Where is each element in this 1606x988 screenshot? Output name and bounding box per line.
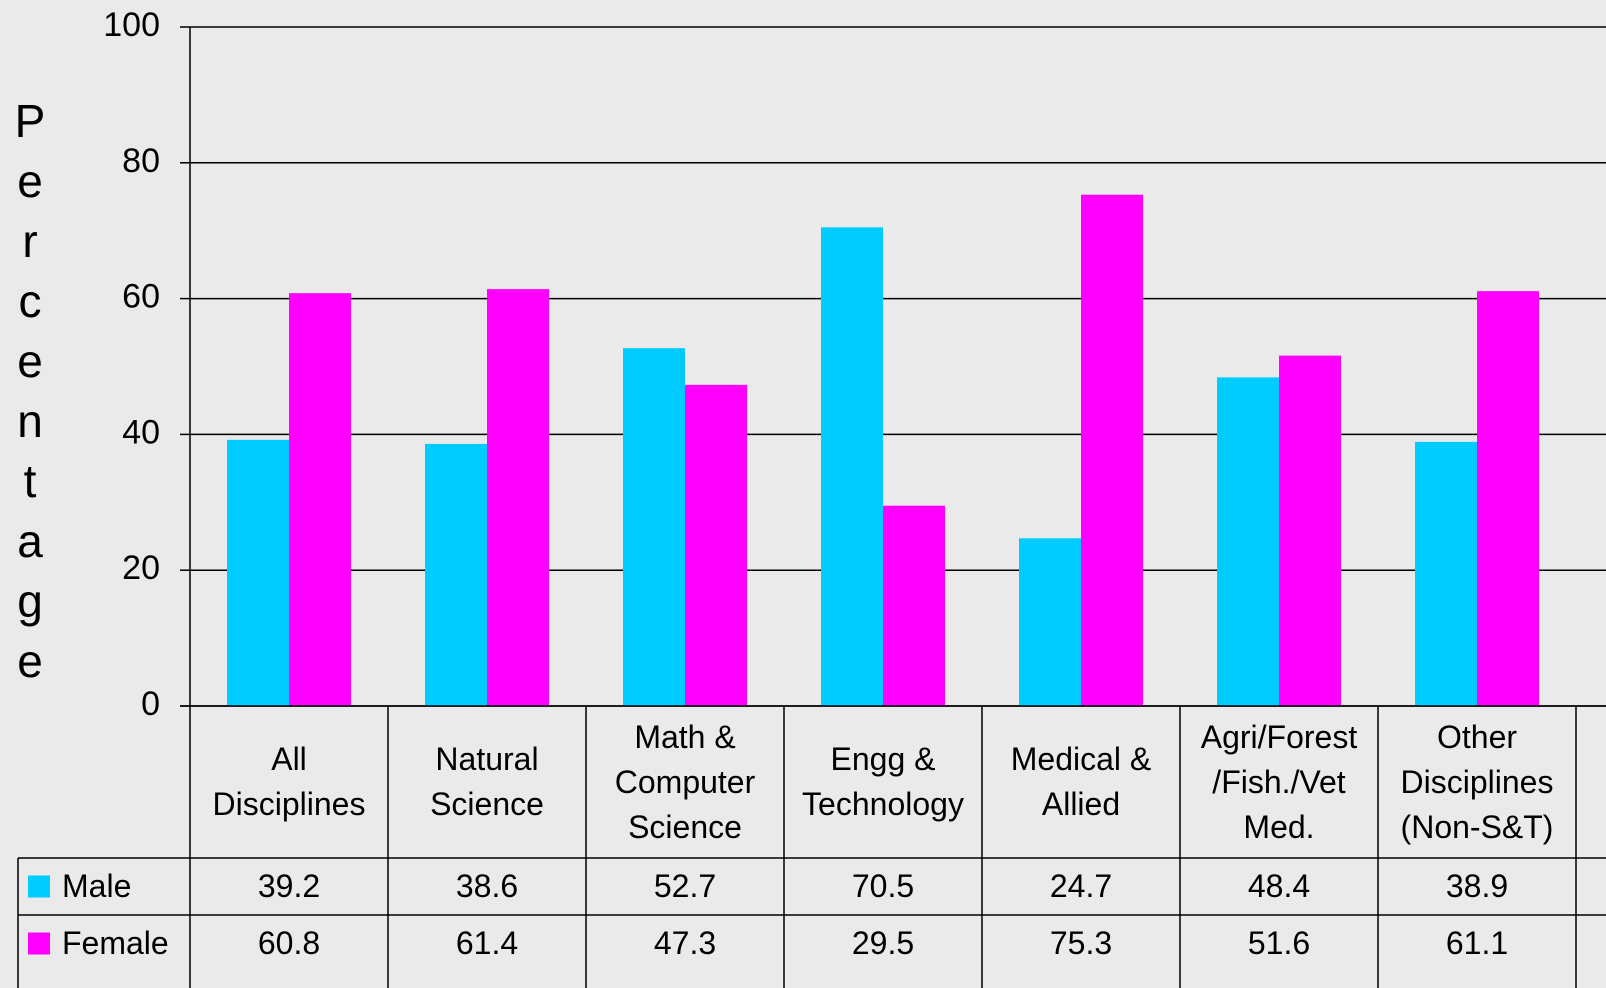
legend-swatch — [28, 932, 50, 955]
table-value: 51.6 — [1248, 925, 1310, 961]
bar — [1217, 377, 1279, 706]
bar — [685, 384, 747, 706]
table-value: 38.6 — [456, 868, 518, 904]
y-tick-label: 100 — [103, 6, 160, 44]
x-category-label: Math & Computer Science — [614, 718, 756, 845]
bar — [623, 348, 685, 706]
bar — [1279, 355, 1341, 706]
bar — [487, 289, 549, 706]
table-value: 52.7 — [654, 868, 716, 904]
y-axis-label: Percentage — [4, 95, 56, 695]
table-value: 75.3 — [1050, 925, 1112, 961]
table-value: 38.9 — [1446, 868, 1508, 904]
table-value: 61.1 — [1446, 925, 1508, 961]
x-category-label: Other Disciplines (Non-S&T) — [1400, 718, 1554, 845]
bar — [1477, 291, 1539, 706]
x-category-label: All Disciplines — [212, 741, 366, 822]
table-value: 60.8 — [258, 925, 320, 961]
x-category-label: Engg & Technology — [802, 741, 964, 822]
y-tick-label: 60 — [122, 278, 160, 316]
y-tick-label: 0 — [141, 685, 160, 723]
table-value: 70.5 — [852, 868, 914, 904]
x-category-label: Natural Science — [430, 741, 544, 822]
y-tick-label: 20 — [122, 549, 160, 587]
table-value: 61.4 — [456, 925, 518, 961]
x-category-label: Medical & Allied — [1010, 741, 1152, 822]
legend-swatch — [28, 875, 50, 898]
bar — [1019, 538, 1081, 706]
x-category-label: Agri/Forest /Fish./Vet Med. — [1200, 718, 1358, 845]
y-tick-label: 40 — [122, 413, 160, 451]
bar — [1415, 441, 1477, 706]
bar — [289, 293, 351, 706]
bar — [227, 439, 289, 706]
table-value: 39.2 — [258, 868, 320, 904]
table-value: 48.4 — [1248, 868, 1310, 904]
legend-label: Female — [62, 925, 169, 961]
bar — [1081, 194, 1143, 706]
y-tick-label: 80 — [122, 142, 160, 180]
bar — [425, 443, 487, 706]
bar — [821, 227, 883, 706]
legend-label: Male — [62, 868, 131, 904]
bar — [883, 505, 945, 706]
table-value: 29.5 — [852, 925, 914, 961]
table-value: 24.7 — [1050, 868, 1112, 904]
table-value: 47.3 — [654, 925, 716, 961]
